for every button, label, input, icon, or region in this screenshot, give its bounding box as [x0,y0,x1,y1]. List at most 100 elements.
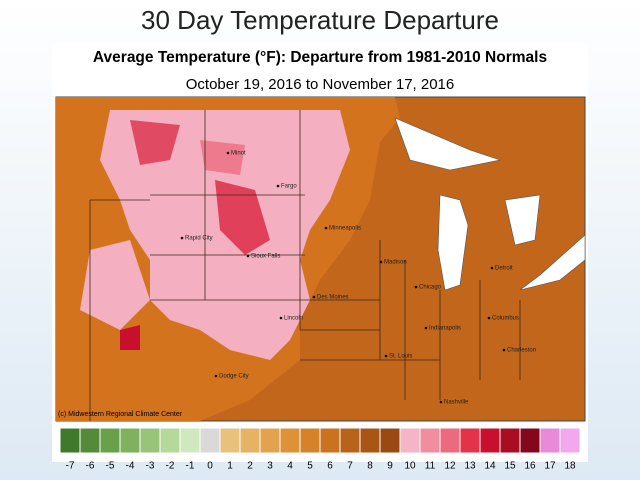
legend-label: -5 [106,461,115,472]
legend-swatch [439,427,461,454]
city-dot [226,151,230,155]
legend-swatch [179,427,201,454]
legend-swatch [119,427,141,454]
legend-swatch [379,427,401,454]
map-title: Average Temperature (°F): Departure from… [93,49,547,66]
legend-label: -7 [66,461,75,472]
city-label: Columbus [492,316,519,322]
city-dot [324,226,328,230]
state-borders [89,110,521,421]
map [55,96,586,422]
city-labels: Minot Fargo Rapid City Minneapolis Sioux Fal… [180,151,536,406]
map-subtitle: October 19, 2016 to November 17, 2016 [186,76,455,93]
hot-spot [130,120,180,165]
city-dot [502,348,506,352]
city-dot [180,236,184,240]
lake-michigan [437,194,469,291]
slide-title: 30 Day Temperature Departure [141,5,499,35]
legend-swatch [59,427,81,454]
legend-swatch [459,427,481,454]
legend-swatch [239,427,261,454]
legend-label: 4 [287,461,293,472]
legend-swatch [419,427,441,454]
city-label: Minot [231,151,246,157]
legend-label: 17 [544,461,556,472]
city-label: Sioux Falls [251,254,280,260]
legend-label: 1 [227,461,233,472]
city-dot [214,374,218,378]
hot-spot [215,180,270,255]
legend-label: 12 [444,461,456,472]
legend-label: 0 [207,461,213,472]
city-dot [384,354,388,358]
legend: -7 -6 -5 -4 -3 -2 -1 0 1 2 3 4 5 6 7 8 9 10 11 12 13 14 15 16 17… [59,427,581,472]
legend-swatch [99,427,121,454]
legend-label: 8 [367,461,373,472]
lake-huron [504,194,541,246]
legend-swatch [279,427,301,454]
hot-spot [200,140,245,175]
city-dot [424,326,428,330]
lake-superior [394,117,502,171]
legend-swatch [199,427,221,454]
city-dot [490,266,494,270]
legend-label: 10 [404,461,416,472]
city-label: Lincoln [284,316,303,322]
legend-swatch [339,427,361,454]
legend-label: 15 [504,461,516,472]
legend-swatch [299,427,321,454]
city-label: Charleston [507,348,536,354]
legend-swatch [359,427,381,454]
legend-label: -2 [166,461,175,472]
city-label: St. Louis [389,354,412,360]
legend-label: -1 [186,461,195,472]
hot-spot [120,325,140,350]
city-dot [414,285,418,289]
legend-swatch [539,427,561,454]
city-label: Rapid City [185,236,213,242]
city-dot [246,254,250,258]
city-dot [279,316,283,320]
legend-label: 11 [425,461,436,472]
credit: (c) Midwestern Regional Climate Center [58,411,183,418]
legend-label: 9 [387,461,393,472]
legend-label: 2 [247,461,253,472]
lake-erie [519,234,586,291]
legend-label: -6 [86,461,95,472]
legend-swatch [259,427,281,454]
legend-swatch [219,427,241,454]
legend-label: -3 [146,461,155,472]
legend-label: 6 [327,461,333,472]
legend-swatch [319,427,341,454]
legend-label: 7 [347,461,353,472]
city-dot [487,316,491,320]
legend-swatch [159,427,181,454]
city-dot [312,295,316,299]
city-label: Minneapolis [329,226,361,232]
legend-swatch [399,427,421,454]
legend-swatch [499,427,521,454]
legend-label: 18 [564,461,576,472]
city-label: Indianapolis [429,326,461,332]
city-dot [276,184,280,188]
city-label: Fargo [281,184,297,190]
city-label: Chicago [419,285,442,291]
city-label: Des Moines [317,295,349,301]
legend-label: 3 [267,461,273,472]
city-dot [379,260,383,264]
legend-swatch [519,427,541,454]
legend-label: 13 [464,461,476,472]
warm-region [80,240,150,330]
city-label: Dodge City [219,374,249,380]
city-label: Madison [384,260,407,266]
city-label: Nashville [444,400,469,406]
legend-label: 5 [307,461,313,472]
legend-label: 14 [484,461,496,472]
city-label: Detroit [495,266,513,272]
legend-swatch [79,427,101,454]
legend-swatch [559,427,581,454]
legend-label: -4 [126,461,135,472]
legend-swatch [139,427,161,454]
city-dot [439,400,443,404]
